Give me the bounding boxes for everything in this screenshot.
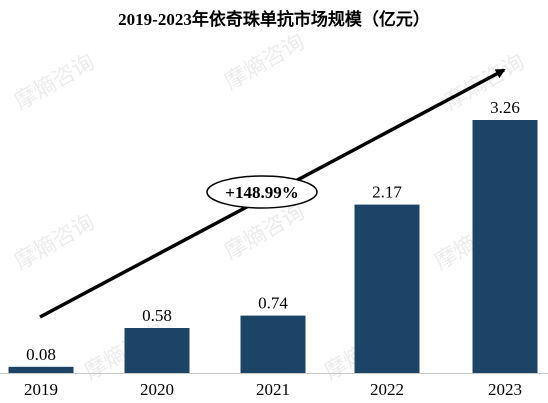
- chart-title: 2019-2023年依奇珠单抗市场规模（亿元）: [118, 9, 430, 29]
- x-tick-layer: 2019 2020 2021 2022 2023: [24, 380, 522, 399]
- x-tick-2019: 2019: [24, 380, 58, 399]
- bar-2022: [354, 204, 420, 373]
- growth-annotation: +148.99%: [225, 183, 298, 202]
- growth-annotation-ellipse: [206, 175, 318, 209]
- watermark-text: 摩熵咨询: [11, 50, 100, 116]
- x-tick-2023: 2023: [488, 380, 522, 399]
- bar-2023: [472, 120, 538, 373]
- value-label-2022: 2.17: [372, 183, 402, 202]
- value-label-2021: 0.74: [258, 294, 288, 313]
- bar-2020: [124, 328, 190, 373]
- x-tick-2022: 2022: [370, 380, 404, 399]
- watermark-text: 摩熵咨询: [221, 200, 310, 266]
- bar-2019: [8, 366, 74, 373]
- x-tick-2021: 2021: [256, 380, 290, 399]
- value-label-2020: 0.58: [142, 306, 172, 325]
- bar-layer: 0.08 0.58 0.74 2.17 3.26: [8, 98, 538, 373]
- watermark-text: 摩熵咨询: [221, 30, 310, 96]
- x-tick-2020: 2020: [140, 380, 174, 399]
- watermark-text: 摩熵咨询: [11, 210, 100, 276]
- value-label-2023: 3.26: [490, 98, 520, 117]
- value-label-2019: 0.08: [26, 345, 56, 364]
- bar-2021: [240, 315, 306, 373]
